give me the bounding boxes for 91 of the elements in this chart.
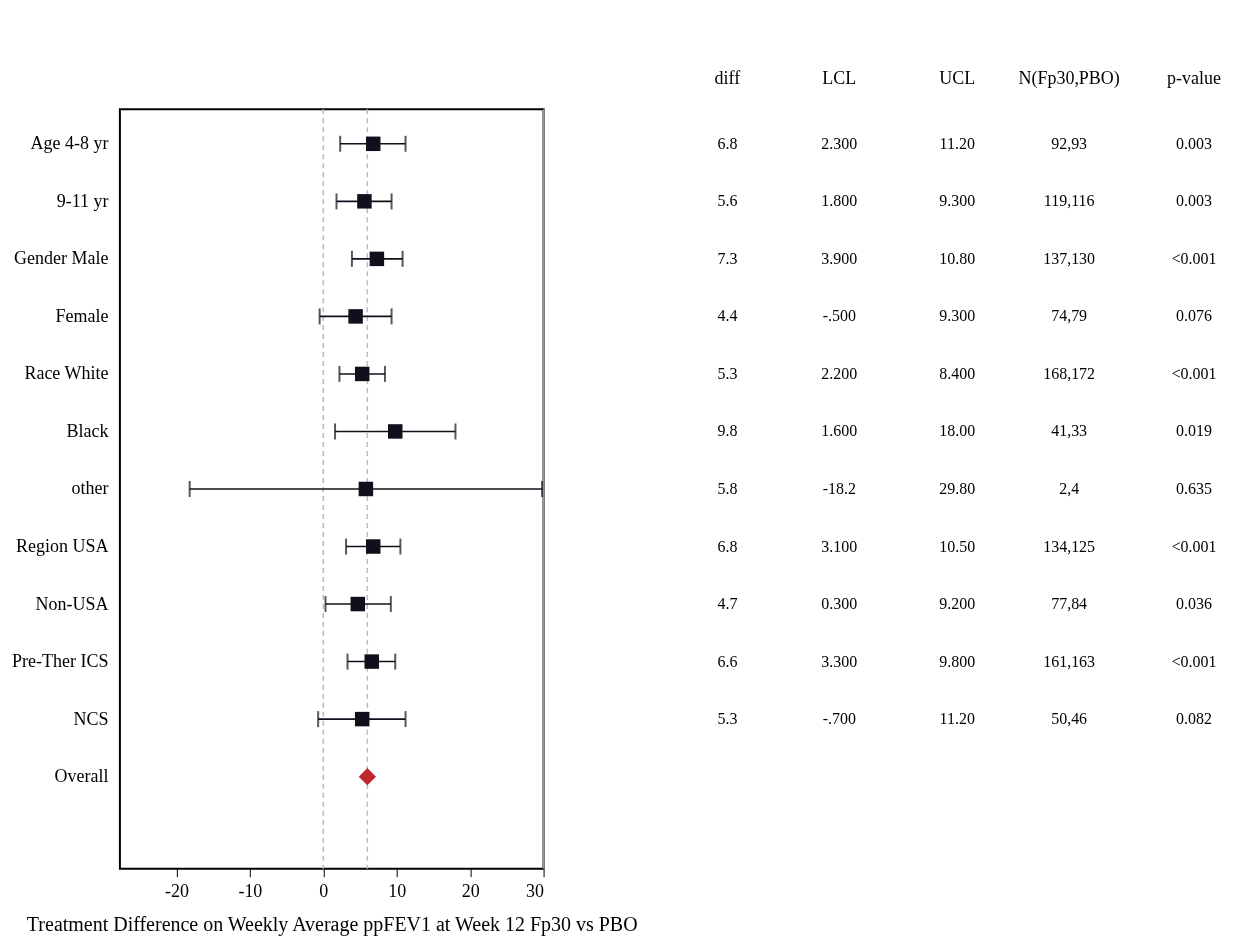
text: 8.400 [939,364,976,382]
data-label: 6.6 [717,652,738,670]
text: LCL [822,68,857,89]
data-label: 5.8 [717,479,738,497]
text: -18.2 [822,479,856,497]
point [364,654,379,669]
x-tick-label: -10 [238,881,263,902]
text: 29.80 [939,479,976,497]
y-tick-label: Race White [24,363,109,384]
text: 3.100 [821,537,858,555]
text: 0.635 [1176,479,1213,497]
data-label: 6.8 [717,134,738,152]
text: 2.200 [821,364,858,382]
text: -.500 [822,307,856,325]
point [357,194,372,209]
text: -.700 [822,710,856,728]
data-label: 4.4 [717,307,738,325]
text: <0.001 [1171,249,1217,267]
data-label: 5.3 [717,364,738,382]
y-tick-label: Non-USA [35,593,109,614]
y-tick-label: 9-11 yr [56,190,109,211]
y-tick-label: Pre-Ther ICS [12,651,109,672]
text: 0.082 [1176,710,1213,728]
data-label: 4.7 [717,595,738,613]
text: 10.80 [939,249,976,267]
text: 0.036 [1176,595,1213,613]
point [354,366,370,382]
data-label: 7.3 [717,249,738,267]
data-label: 6.8 [717,537,738,555]
text: 9.300 [939,192,976,210]
text: <0.001 [1171,652,1217,670]
y-tick-label: other [71,478,109,499]
point [358,481,374,497]
data-label: 5.6 [717,192,738,210]
text: 18.00 [939,422,976,440]
point [365,539,381,554]
text: 119,116 [1043,192,1095,210]
text: 0.076 [1176,307,1213,325]
text: 50,46 [1051,710,1088,728]
x-tick-label: 30 [526,881,545,902]
y-tick-label: Overall [54,766,109,787]
text: diff [714,68,741,89]
y-tick-label: Female [55,305,109,326]
text: 0.003 [1176,134,1213,152]
point [354,711,370,727]
text: 9.800 [939,652,976,670]
data-label: 5.3 [717,710,738,728]
text: 3.900 [821,249,858,267]
text: 1.800 [821,192,858,210]
point [348,309,363,324]
text: 137,130 [1043,249,1096,267]
point [388,424,403,439]
text: 11.20 [939,134,975,152]
y-tick-label: Gender Male [14,248,109,269]
text: 92,93 [1051,134,1088,152]
text: 0.300 [821,595,858,613]
point [358,767,376,786]
text: 11.20 [939,710,975,728]
text: 41,33 [1051,422,1088,440]
text: p-value [1167,68,1221,89]
x-tick-label: 0 [319,881,329,902]
point [350,596,366,612]
data-label: 9.8 [717,422,738,440]
text: 74,79 [1051,307,1088,325]
text: 0.003 [1176,192,1213,210]
x-tick-label: -20 [164,881,189,902]
text: 77,84 [1051,595,1088,613]
y-tick-label: Black [66,420,109,441]
text: UCL [939,68,976,89]
text: 9.300 [939,307,976,325]
text: 2.300 [821,134,858,152]
text: 1.600 [821,422,858,440]
text: 9.200 [939,595,976,613]
text: <0.001 [1171,537,1217,555]
text: 0.019 [1176,422,1213,440]
text: 168,172 [1043,364,1096,382]
text: 2,4 [1059,479,1080,497]
x-tick-label: 20 [461,881,480,902]
text: 161,163 [1043,652,1096,670]
text: 10.50 [939,537,976,555]
point [365,136,381,152]
x-tick-label: 10 [388,881,407,902]
point [369,251,385,267]
text: N(Fp30,PBO) [1018,68,1120,90]
text: 134,125 [1043,537,1096,555]
text: 3.300 [821,652,858,670]
y-tick-label: Age 4-8 yr [30,133,109,154]
y-tick-label: Region USA [16,536,109,557]
y-tick-label: NCS [73,708,109,729]
text: <0.001 [1171,364,1217,382]
x-axis-title: Treatment Difference on Weekly Average ppFEV1 at Week 12 Fp30 vs PBO [26,913,638,937]
